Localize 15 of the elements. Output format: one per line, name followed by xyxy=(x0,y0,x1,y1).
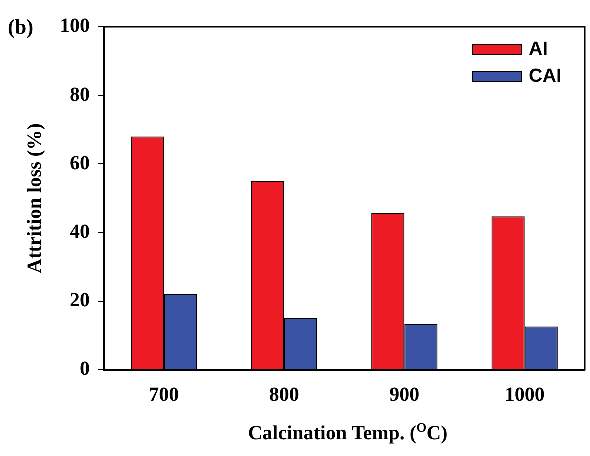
y-tick-label: 40 xyxy=(70,220,90,243)
y-tick-label: 0 xyxy=(80,358,90,380)
legend-label: CAI xyxy=(529,66,562,88)
x-tick-label: 1000 xyxy=(504,384,545,406)
y-tick-label: 100 xyxy=(60,15,90,38)
y-tick-label: 60 xyxy=(70,152,90,174)
y-axis-title: Attrition loss (%) xyxy=(24,124,46,274)
y-tick-label: 80 xyxy=(70,84,90,106)
x-tick-label: 800 xyxy=(269,384,300,406)
chart-title: (b) xyxy=(8,14,34,39)
y-tick-label: 20 xyxy=(70,290,90,312)
x-tick-label: 700 xyxy=(149,384,180,406)
legend-label: AI xyxy=(529,39,548,60)
x-tick-label: 900 xyxy=(390,384,420,406)
x-axis-title: Calcination Temp. ($^{O}$C) xyxy=(247,420,449,446)
